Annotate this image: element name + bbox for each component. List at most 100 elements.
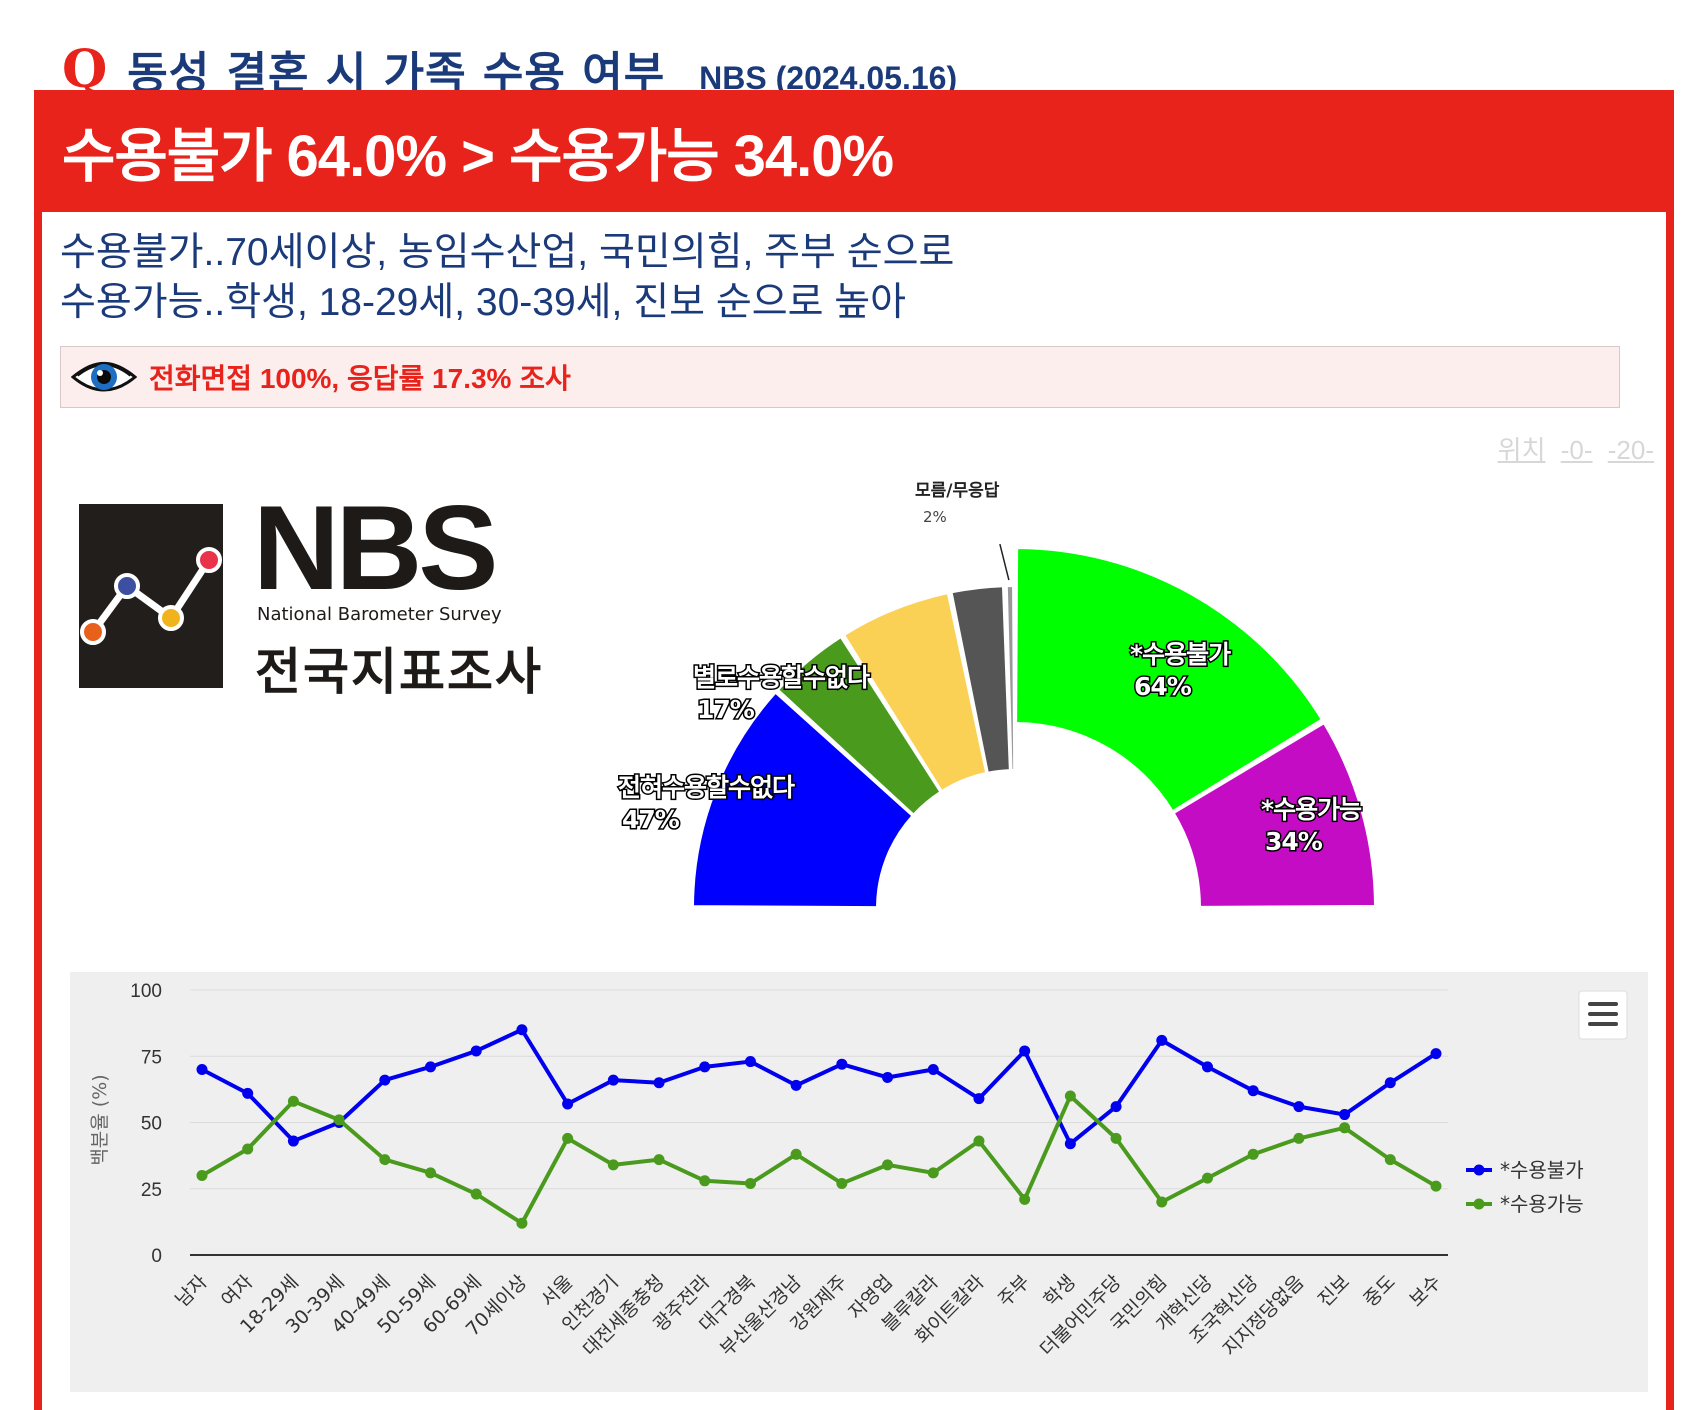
data-point-0-16 xyxy=(927,1064,939,1075)
svg-text:17%: 17% xyxy=(697,695,755,724)
data-point-1-18 xyxy=(1019,1193,1031,1205)
y-tick-label: 75 xyxy=(141,1047,162,1068)
data-point-1-22 xyxy=(1201,1172,1213,1184)
inner-slice-전혀수용할수없다-0 xyxy=(691,691,914,909)
data-point-0-21 xyxy=(1156,1034,1168,1046)
data-point-1-6 xyxy=(470,1188,482,1200)
x-tick-label: 남자 xyxy=(171,1271,211,1311)
data-point-0-10 xyxy=(653,1077,665,1089)
y-axis-label: 백분율 (%) xyxy=(89,1074,111,1165)
outer-slice-수용불가-0 xyxy=(1015,547,1324,813)
x-tick-label: 주부 xyxy=(994,1271,1034,1311)
logo-korean: 전국지표조사 xyxy=(255,643,543,701)
data-point-0-23 xyxy=(1247,1085,1259,1097)
data-point-1-7 xyxy=(516,1217,528,1229)
legend-item-1[interactable]: *수용가능 xyxy=(1466,1192,1584,1216)
data-point-0-5 xyxy=(425,1061,437,1073)
x-tick-label: 중도 xyxy=(1360,1271,1400,1311)
svg-text:47%: 47% xyxy=(622,805,680,834)
data-point-1-11 xyxy=(699,1175,711,1187)
logo-brand: NBS xyxy=(253,481,498,615)
svg-text:34%: 34% xyxy=(1265,827,1323,856)
data-point-1-24 xyxy=(1293,1132,1305,1144)
data-point-1-15 xyxy=(882,1159,894,1171)
data-point-1-26 xyxy=(1384,1154,1396,1166)
headline-banner: 수용불가 64.0% > 수용가능 34.0% xyxy=(34,90,1674,212)
data-point-0-7 xyxy=(516,1024,528,1036)
pager-link-0[interactable]: -0- xyxy=(1560,435,1593,465)
outer-label-1: *수용가능 34% xyxy=(1260,794,1365,858)
x-tick-label: 진보 xyxy=(1314,1271,1354,1311)
x-tick-label: 서울 xyxy=(537,1271,577,1311)
pager: 위치 -0- -20- xyxy=(1490,430,1654,467)
data-point-0-18 xyxy=(1019,1045,1031,1057)
data-point-0-12 xyxy=(744,1056,756,1068)
data-point-1-27 xyxy=(1430,1180,1442,1192)
data-point-1-4 xyxy=(379,1154,391,1166)
data-point-0-14 xyxy=(836,1058,848,1070)
data-point-1-10 xyxy=(653,1154,665,1166)
legend-item-0[interactable]: *수용불가 xyxy=(1466,1158,1584,1182)
data-point-0-8 xyxy=(562,1098,574,1110)
x-tick-label: 여자 xyxy=(217,1271,257,1311)
data-point-1-9 xyxy=(607,1159,619,1171)
logo-mark xyxy=(79,504,223,688)
data-point-0-0 xyxy=(196,1064,208,1075)
data-point-0-20 xyxy=(1110,1101,1122,1113)
data-point-1-2 xyxy=(287,1095,299,1107)
summary-line-2: 수용가능..학생, 18-29세, 30-39세, 진보 순으로 높아 xyxy=(60,281,907,324)
svg-text:별로수용할수없다: 별로수용할수없다 xyxy=(693,663,870,692)
question-mark: Q xyxy=(62,39,108,100)
y-tick-label: 50 xyxy=(141,1114,162,1135)
data-point-0-17 xyxy=(973,1093,985,1105)
svg-text:전혀수용할수없다: 전혀수용할수없다 xyxy=(618,773,795,802)
x-tick-label: 학생 xyxy=(1040,1271,1080,1311)
data-point-1-14 xyxy=(836,1177,848,1189)
data-point-0-9 xyxy=(607,1074,619,1086)
data-point-0-2 xyxy=(287,1135,299,1147)
inner-slice-모름-무응답-4 xyxy=(1005,585,1016,772)
summary: 수용불가..70세이상, 농임수산업, 국민의힘, 주부 순으로 수용가능..학… xyxy=(60,228,954,328)
series-line-0 xyxy=(201,1027,1438,1146)
svg-text:*수용불가: *수용불가 xyxy=(1500,1158,1584,1182)
pager-label: 위치 xyxy=(1497,435,1546,465)
data-point-1-13 xyxy=(790,1148,802,1160)
y-tick-label: 25 xyxy=(141,1180,162,1201)
data-point-0-6 xyxy=(470,1045,482,1057)
data-point-0-1 xyxy=(242,1087,254,1099)
pager-link-20[interactable]: -20- xyxy=(1607,435,1654,465)
logo-english: National Barometer Survey xyxy=(257,604,502,625)
summary-line-1: 수용불가..70세이상, 농임수산업, 국민의힘, 주부 순으로 xyxy=(60,231,955,274)
inner-slice-segment-3 xyxy=(950,585,1011,774)
source-label: NBS (2024.05.16) xyxy=(699,60,958,96)
method-text: 전화면접 100%, 응답률 17.3% 조사 xyxy=(149,363,571,394)
semi-donut-chart: 전혀수용할수없다 47% 별로수용할수없다 17% *수용불가 64% *수용가능 34% 모름… xyxy=(617,481,1377,909)
data-point-1-3 xyxy=(333,1114,345,1126)
svg-text:*수용불가: *수용불가 xyxy=(1130,640,1231,669)
trend-line-icon xyxy=(80,547,222,645)
data-point-1-19 xyxy=(1064,1090,1076,1102)
dk-value: 2% xyxy=(923,508,947,526)
data-point-0-15 xyxy=(882,1071,894,1083)
question-title: Q 동성 결혼 시 가족 수용 여부 NBS (2024.05.16) xyxy=(62,26,957,96)
data-point-1-23 xyxy=(1247,1148,1259,1160)
data-point-1-17 xyxy=(973,1135,985,1147)
svg-text:*수용가능: *수용가능 xyxy=(1261,795,1362,824)
eye-icon xyxy=(71,362,137,392)
y-tick-label: 0 xyxy=(151,1246,162,1267)
dk-leader-line xyxy=(999,543,1010,581)
outer-slice-수용가능-1 xyxy=(1172,721,1377,908)
data-point-0-19 xyxy=(1064,1138,1076,1150)
data-point-1-16 xyxy=(927,1167,939,1179)
svg-text:*수용가능: *수용가능 xyxy=(1500,1192,1584,1216)
data-point-0-26 xyxy=(1384,1077,1396,1089)
inner-label-1: 별로수용할수없다 17% xyxy=(692,662,873,726)
data-point-1-8 xyxy=(562,1132,574,1144)
hamburger-menu-icon[interactable] xyxy=(1578,990,1628,1040)
inner-label-0: 전혀수용할수없다 47% xyxy=(617,772,798,836)
outer-label-0: *수용불가 64% xyxy=(1129,639,1234,703)
inner-slice-segment-2 xyxy=(842,591,988,793)
data-point-1-5 xyxy=(425,1167,437,1179)
data-point-1-12 xyxy=(744,1177,756,1189)
